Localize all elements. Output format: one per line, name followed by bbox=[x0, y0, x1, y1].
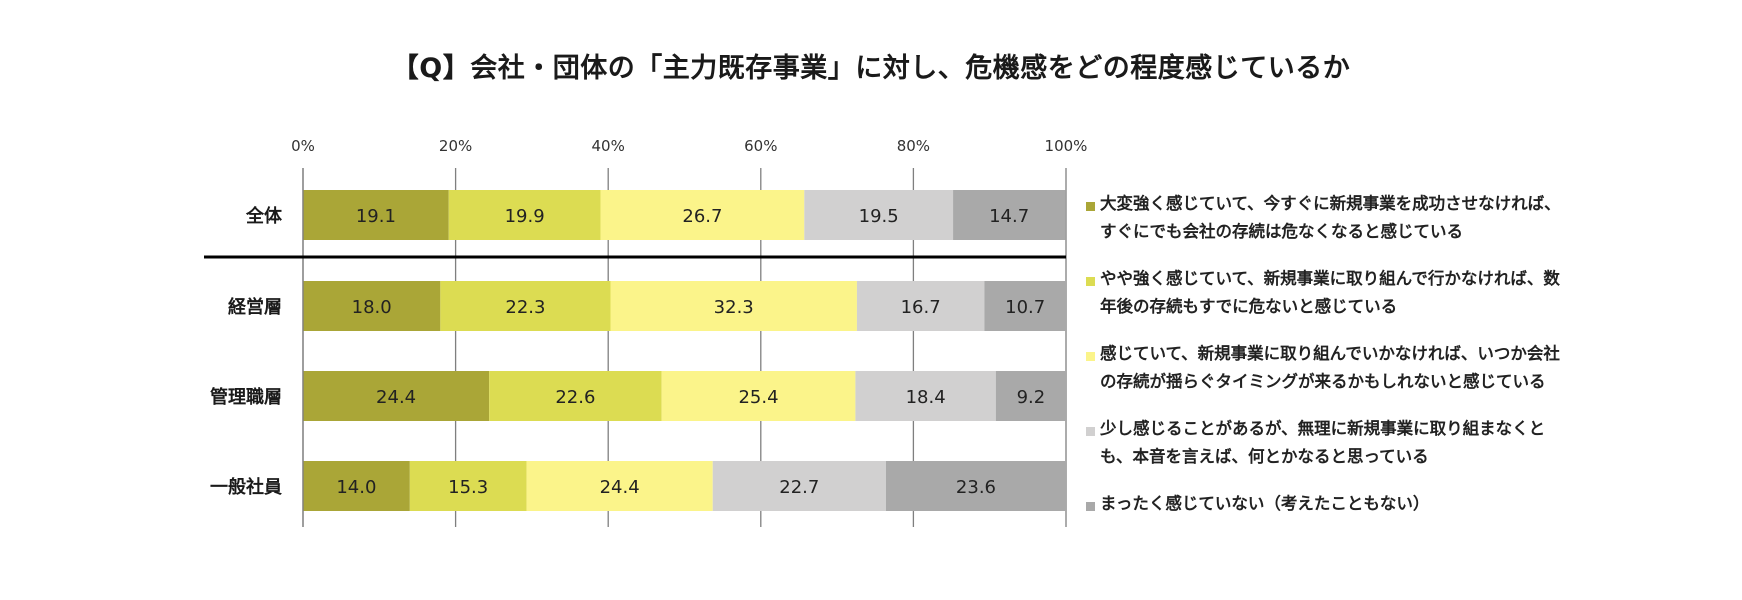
bar-segment bbox=[303, 190, 449, 240]
x-tick-label: 100% bbox=[1045, 137, 1088, 155]
data-label: 16.7 bbox=[901, 297, 941, 318]
x-tick-label: 0% bbox=[291, 137, 315, 155]
data-label: 10.7 bbox=[1005, 297, 1045, 318]
bar-segment bbox=[984, 281, 1066, 331]
bar-segment bbox=[610, 281, 857, 331]
data-label: 15.3 bbox=[448, 477, 488, 498]
category-label: 全体 bbox=[245, 205, 283, 227]
data-label: 24.4 bbox=[376, 387, 416, 408]
data-label: 18.4 bbox=[906, 387, 946, 408]
bar-segment bbox=[448, 190, 601, 240]
category-label: 一般社員 bbox=[210, 476, 282, 498]
data-label: 9.2 bbox=[1017, 387, 1046, 408]
legend-swatch bbox=[1086, 427, 1095, 436]
bar-segment bbox=[303, 281, 441, 331]
legend-swatch bbox=[1086, 202, 1095, 211]
data-label: 22.3 bbox=[505, 297, 545, 318]
legend-swatch bbox=[1086, 352, 1095, 361]
category-label: 経営層 bbox=[228, 296, 282, 318]
bar-segment bbox=[856, 281, 985, 331]
bar-segment bbox=[303, 461, 410, 511]
bar-segment bbox=[661, 371, 856, 421]
legend-swatch bbox=[1086, 277, 1095, 286]
legend-label: 感じていて、新規事業に取り組んでいかなければ、いつか会社 の存続が揺らぐタイミン… bbox=[1100, 344, 1560, 391]
data-label: 24.4 bbox=[600, 477, 640, 498]
x-tick-label: 60% bbox=[744, 137, 777, 155]
bar-segment bbox=[712, 461, 886, 511]
legend-label: やや強く感じていて、新規事業に取り組んで行かなければ、数 年後の存続もすでに危な… bbox=[1100, 269, 1560, 316]
legend-label: 少し感じることがあるが、無理に新規事業に取り組まなくと も、本音を言えば、何とか… bbox=[1100, 419, 1546, 466]
bar-segment bbox=[600, 190, 805, 240]
data-label: 19.5 bbox=[859, 206, 899, 227]
bar-segment bbox=[409, 461, 527, 511]
bar-segment bbox=[489, 371, 662, 421]
x-tick-label: 40% bbox=[592, 137, 625, 155]
data-label: 14.7 bbox=[989, 206, 1029, 227]
bar-segment bbox=[526, 461, 713, 511]
data-label: 32.3 bbox=[714, 297, 754, 318]
data-label: 14.0 bbox=[336, 477, 376, 498]
data-label: 22.7 bbox=[779, 477, 819, 498]
chart-title: 【Q】会社・団体の「主力既存事業」に対し、危機感をどの程度感じているか bbox=[391, 53, 1351, 84]
bar-segment bbox=[885, 461, 1066, 511]
x-tick-label: 20% bbox=[439, 137, 472, 155]
bar-segment bbox=[855, 371, 996, 421]
data-label: 22.6 bbox=[555, 387, 595, 408]
legend-label: まったく感じていない（考えたこともない） bbox=[1100, 494, 1430, 513]
data-label: 18.0 bbox=[352, 297, 392, 318]
category-label: 管理職層 bbox=[210, 386, 282, 408]
data-label: 23.6 bbox=[956, 477, 996, 498]
bar-segment bbox=[440, 281, 611, 331]
data-label: 19.9 bbox=[505, 206, 545, 227]
data-label: 25.4 bbox=[738, 387, 778, 408]
data-label: 19.1 bbox=[356, 206, 396, 227]
bar-segment bbox=[303, 371, 490, 421]
bar-segment bbox=[804, 190, 954, 240]
x-tick-label: 80% bbox=[897, 137, 930, 155]
bar-segment bbox=[995, 371, 1066, 421]
legend-label: 大変強く感じていて、今すぐに新規事業を成功させなければ、 すぐにでも会社の存続は… bbox=[1100, 194, 1561, 241]
data-label: 26.7 bbox=[682, 206, 722, 227]
bar-segment bbox=[953, 190, 1066, 240]
legend-swatch bbox=[1086, 502, 1095, 511]
